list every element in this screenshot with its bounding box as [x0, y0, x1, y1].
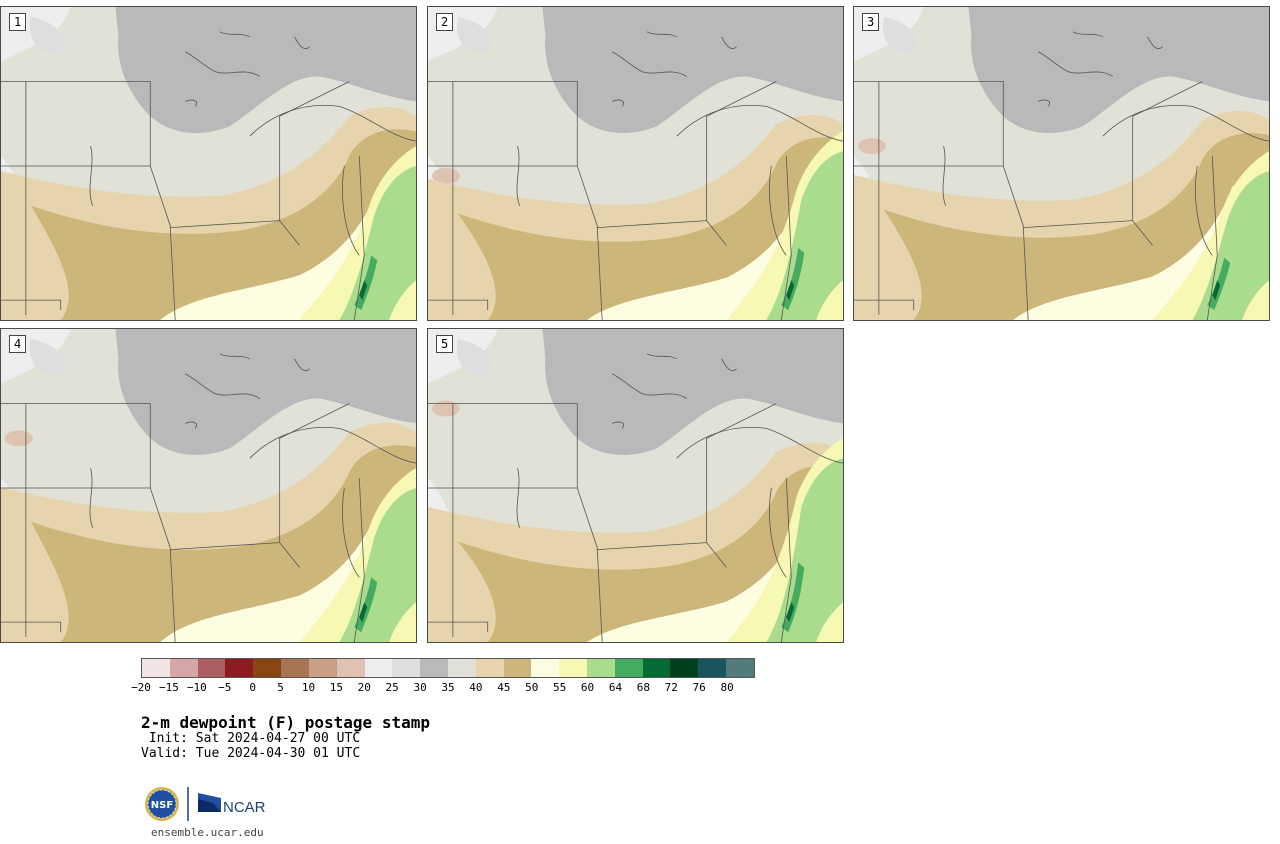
colorbar-tick-label: −15 [158, 681, 179, 694]
ncar-logo-icon: NCAR [198, 793, 266, 816]
panel-number-label: 3 [862, 13, 880, 31]
panel-number-label: 2 [436, 13, 454, 31]
map-panel-5: 5 [427, 328, 844, 643]
colorbar-swatch [281, 659, 309, 677]
colorbar-tick-label: 10 [301, 681, 316, 694]
colorbar-swatch [698, 659, 727, 677]
colorbar-swatch [364, 659, 393, 677]
map-panel-2: 2 [427, 6, 844, 321]
colorbar-swatch [392, 659, 421, 677]
colorbar-swatch [336, 659, 365, 677]
site-url: ensemble.ucar.edu [151, 826, 264, 839]
colorbar-tick-label: −5 [218, 681, 232, 694]
ncar-logo-text: NCAR [223, 799, 266, 816]
colorbar [141, 658, 755, 678]
map-panel-1: 1 [0, 6, 417, 321]
colorbar-tick-label: 72 [664, 681, 678, 694]
colorbar-swatch [225, 659, 254, 677]
colorbar-tick-label: 76 [692, 681, 706, 694]
colorbar-tick-label: 30 [413, 681, 427, 694]
colorbar-swatch [559, 659, 587, 677]
colorbar-tick-label: 45 [497, 681, 511, 694]
colorbar-swatch [531, 659, 560, 677]
colorbar-tick-label: 64 [608, 681, 623, 694]
init-time: Init: Sat 2024-04-27 00 UTC [141, 731, 361, 746]
colorbar-tick-label: 35 [441, 681, 455, 694]
colorbar-swatch [587, 659, 615, 677]
colorbar-swatch [447, 659, 476, 677]
dewpoint-map [1, 329, 416, 642]
colorbar-swatch [253, 659, 282, 677]
colorbar-tick-label: 60 [580, 681, 595, 694]
panel-number-label: 1 [9, 13, 27, 31]
figure-title: 2-m dewpoint (F) postage stamp [141, 713, 430, 732]
colorbar-swatch [420, 659, 448, 677]
colorbar-tick-label: 40 [469, 681, 483, 694]
colorbar-swatch [308, 659, 337, 677]
valid-time: Valid: Tue 2024-04-30 01 UTC [141, 746, 361, 761]
map-panel-4: 4 [0, 328, 417, 643]
colorbar-tick-label: 5 [277, 681, 284, 694]
dewpoint-map [854, 7, 1269, 320]
colorbar-swatch [169, 659, 198, 677]
nsf-logo-text: NSF [151, 800, 173, 811]
dewpoint-map [1, 7, 416, 320]
colorbar-swatch [197, 659, 226, 677]
panel-number-label: 5 [436, 335, 454, 353]
dewpoint-map [428, 7, 843, 320]
colorbar-swatch [614, 659, 643, 677]
colorbar-tick-label: 68 [636, 681, 650, 694]
colorbar-swatch [142, 659, 170, 677]
colorbar-swatch [503, 659, 532, 677]
colorbar-tick-label: 50 [525, 681, 539, 694]
colorbar-tick-label: 55 [553, 681, 567, 694]
colorbar-swatch [475, 659, 504, 677]
logos: NSF NCAR [145, 787, 266, 821]
colorbar-tick-labels: −20 −15 −10 −5 0 5 10 15 20 25 30 35 40 45 50 55 60 64 68 7… [131, 681, 755, 695]
dewpoint-map [428, 329, 843, 642]
colorbar-tick-label: 80 [720, 681, 734, 694]
colorbar-swatch [726, 659, 754, 677]
colorbar-tick-label: 15 [329, 681, 343, 694]
panel-number-label: 4 [9, 335, 27, 353]
map-panel-3: 3 [853, 6, 1270, 321]
colorbar-tick-label: −20 [131, 681, 151, 694]
colorbar-swatch [670, 659, 699, 677]
colorbar-tick-label: −10 [186, 681, 207, 694]
colorbar-tick-label: 20 [357, 681, 371, 694]
colorbar-swatch [642, 659, 671, 677]
colorbar-tick-label: 25 [385, 681, 399, 694]
nsf-logo-icon: NSF [145, 787, 179, 821]
colorbar-tick-label: 0 [249, 681, 256, 694]
